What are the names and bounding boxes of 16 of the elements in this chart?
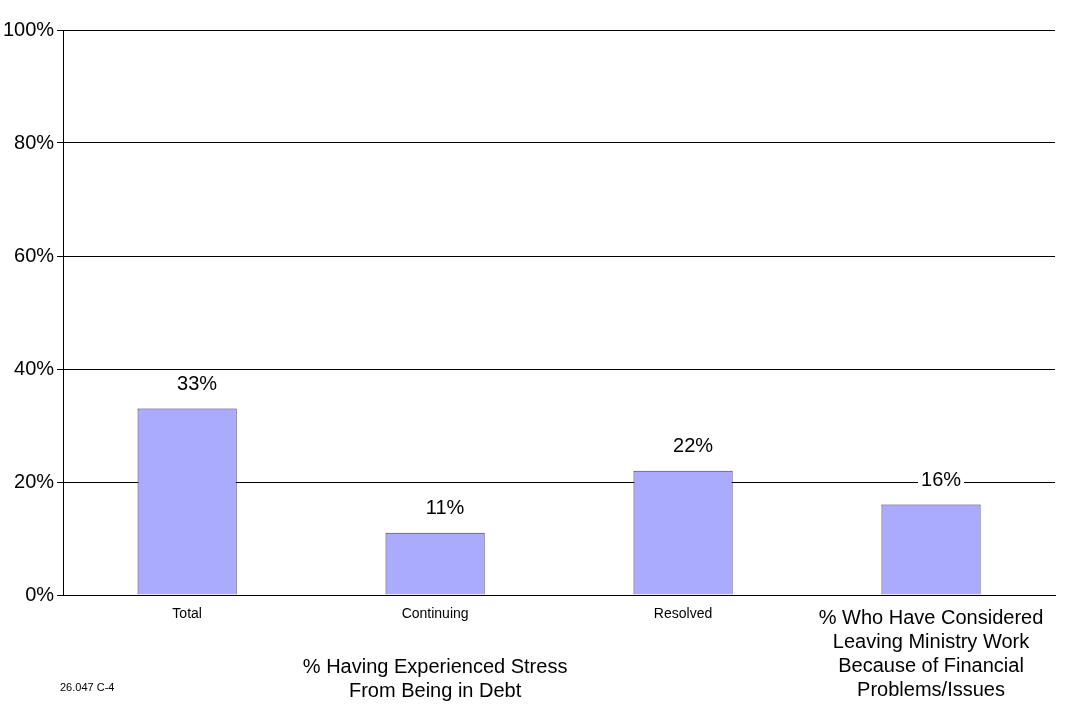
x-tick-label: Total bbox=[172, 605, 202, 622]
text: 26.047 C-4 bbox=[60, 680, 115, 693]
y-tick-label: 60% bbox=[14, 243, 55, 266]
data-label: 11% bbox=[425, 496, 465, 519]
x-tick-label: Resolved bbox=[653, 605, 713, 622]
y-tick-label: 40% bbox=[14, 356, 55, 379]
y-tick-label: 80% bbox=[14, 130, 55, 153]
data-label: 22% bbox=[673, 434, 714, 457]
y-tick-label: 100% bbox=[3, 17, 55, 40]
data-label: 16% bbox=[921, 468, 962, 491]
x-tick-label: % Who Have Considered Leaving Ministry Work Because of Financial Problems/Issues bbox=[818, 605, 1044, 700]
x-tick-label: Continuing bbox=[401, 605, 469, 622]
data-label: 33% bbox=[177, 372, 218, 395]
y-tick-label: 20% bbox=[14, 469, 55, 492]
y-tick-label: 0% bbox=[25, 582, 55, 605]
x-axis-title: % Having Experienced Stress From Being in Debt bbox=[302, 654, 568, 701]
